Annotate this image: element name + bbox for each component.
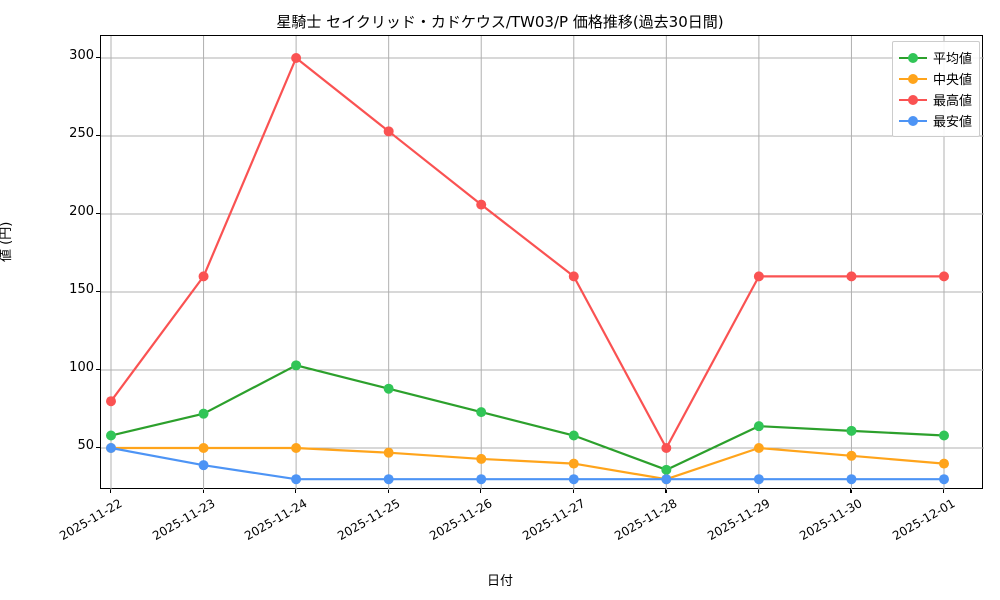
data-point	[291, 443, 302, 453]
legend-label: 最安値	[933, 115, 973, 130]
data-point	[383, 447, 394, 458]
x-tick-mark	[480, 489, 482, 493]
data-point	[568, 430, 579, 441]
data-point	[106, 443, 116, 453]
x-tick-mark	[295, 489, 297, 493]
data-point	[846, 271, 857, 282]
series-4	[106, 443, 949, 485]
data-point	[198, 443, 209, 453]
x-tick-label: 2025-11-28	[612, 496, 680, 544]
y-tick-label: 150	[69, 282, 94, 297]
x-tick-label: 2025-11-27	[519, 496, 588, 544]
chart-title: 星騎士 セイクリッド・カドケウス/TW03/P 価格推移(過去30日間)	[276, 13, 724, 31]
y-tick-label: 100	[69, 360, 94, 375]
data-point	[661, 464, 672, 475]
x-tick-mark	[110, 489, 112, 493]
data-point	[661, 443, 672, 453]
x-tick-label: 2025-11-22	[57, 496, 125, 544]
data-point	[568, 271, 579, 282]
data-point	[846, 450, 857, 461]
legend-label: 最高値	[933, 94, 973, 109]
y-tick-mark	[96, 135, 100, 137]
data-point	[476, 474, 487, 485]
data-point	[939, 271, 949, 282]
data-point	[939, 458, 949, 469]
data-point	[568, 458, 579, 469]
legend-item-2[interactable]: 中央値	[899, 68, 972, 89]
legend-swatch-icon	[899, 72, 927, 86]
legend-swatch-icon	[899, 114, 927, 128]
chart-legend: 平均値中央値最高値最安値	[892, 41, 981, 137]
x-tick-mark	[943, 489, 945, 493]
x-tick-mark	[387, 489, 389, 493]
x-tick-label: 2025-11-23	[149, 496, 218, 544]
x-tick-mark	[757, 489, 760, 493]
y-tick-mark	[96, 447, 100, 449]
legend-swatch-icon	[899, 93, 927, 107]
data-point	[661, 474, 672, 485]
data-point	[939, 430, 949, 441]
series-1	[106, 360, 949, 475]
legend-item-3[interactable]: 最高値	[899, 89, 972, 110]
series-line	[109, 56, 946, 450]
x-tick-label: 2025-11-29	[704, 496, 773, 544]
data-point	[753, 443, 764, 453]
data-point	[846, 474, 857, 485]
data-point	[476, 407, 487, 418]
data-point	[939, 474, 949, 485]
data-point	[568, 474, 579, 485]
series-line	[109, 446, 946, 481]
series-2	[106, 443, 949, 485]
series-line	[109, 364, 946, 471]
data-point	[753, 421, 764, 432]
data-point	[291, 474, 302, 485]
data-point	[476, 453, 487, 464]
data-point	[753, 474, 764, 485]
series-line	[109, 446, 946, 481]
data-point	[383, 474, 394, 485]
data-point	[198, 271, 209, 282]
data-point	[198, 460, 209, 471]
x-tick-label: 2025-11-26	[427, 496, 495, 544]
x-axis-label: 日付	[486, 574, 513, 589]
data-series-layer	[106, 53, 949, 485]
data-point	[753, 271, 764, 282]
y-tick-mark	[96, 369, 100, 371]
legend-item-1[interactable]: 平均値	[899, 47, 972, 68]
x-tick-mark	[572, 489, 574, 493]
data-point	[383, 126, 394, 137]
x-tick-mark	[850, 489, 852, 493]
plot-area	[100, 35, 984, 490]
y-tick-label: 300	[69, 48, 94, 63]
legend-item-4[interactable]: 最安値	[899, 110, 972, 131]
y-axis-label: 値 (円)	[0, 221, 14, 262]
data-point	[291, 53, 302, 63]
data-point	[106, 430, 116, 441]
data-point	[383, 383, 394, 394]
data-point	[198, 408, 209, 419]
x-tick-label: 2025-12-01	[890, 496, 958, 544]
x-tick-label: 2025-11-24	[242, 496, 310, 544]
y-tick-label: 50	[77, 438, 94, 453]
data-point	[476, 199, 487, 210]
data-point	[291, 360, 302, 371]
y-tick-label: 250	[69, 126, 94, 141]
x-tick-mark	[202, 489, 204, 493]
series-3	[106, 53, 949, 453]
data-point	[106, 396, 116, 407]
y-tick-mark	[96, 213, 100, 215]
x-tick-label: 2025-11-25	[334, 496, 403, 544]
y-tick-mark	[96, 57, 100, 59]
legend-label: 平均値	[933, 52, 973, 67]
legend-label: 中央値	[933, 73, 973, 88]
legend-swatch-icon	[899, 51, 927, 65]
y-tick-mark	[96, 291, 100, 293]
y-tick-label: 200	[69, 204, 94, 219]
data-point	[846, 425, 857, 436]
x-tick-mark	[665, 489, 667, 493]
x-tick-label: 2025-11-30	[797, 496, 865, 544]
